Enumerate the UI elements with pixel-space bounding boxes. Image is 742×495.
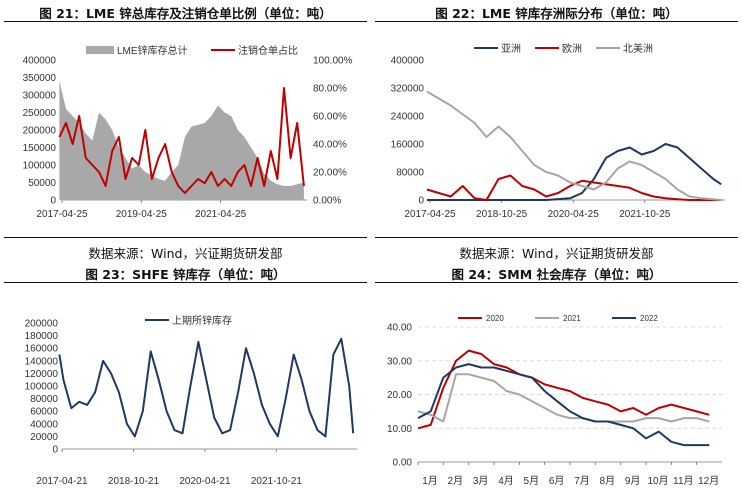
c22-y-tick-label: 240000 [391,112,425,123]
c21-legend-label-0: LME锌库存总计 [117,44,188,57]
source-rule-right [375,237,738,239]
c24-y-tick-label: 20.00 [387,390,412,401]
c22-x-tick-label: 2021-10-25 [619,209,671,220]
chart-23-title-rule [4,282,367,284]
source-rule-left [4,237,367,239]
c23-y-tick-label: 140000 [25,356,59,367]
c21-yleft-tick-label: 250000 [23,108,57,119]
c22-y-tick-label: 320000 [391,84,425,95]
c21-yleft-tick-label: 300000 [23,91,57,102]
c24-x-tick-label: 5月 [524,475,540,487]
c24-y-tick-label: 40.00 [387,323,412,334]
c23-legend-label-0: 上期所锌库存 [172,314,232,327]
c22-series-line-1 [426,174,722,201]
chart-22-title: 图 22：LME 锌库存洲际分布（单位：吨） [435,6,678,21]
c24-series-line-2021 [417,373,710,423]
source-right: 数据来源：Wind，兴证期货研发部 [459,246,654,261]
c21-yright-tick-label: 60.00% [313,112,347,123]
c24-y-tick-label: 30.00 [387,356,412,367]
c23-series-shfe-line [58,337,355,438]
c21-yleft-tick-label: 100000 [23,161,57,172]
chart-24-title-rule [375,282,738,284]
chart-22-title-rule [375,21,738,23]
c24-x-tick-label: 8月 [600,475,616,487]
c24-x-tick-label: 7月 [574,475,590,487]
c21-yleft-tick-label: 200000 [23,126,57,137]
c21-yright-tick-label: 80.00% [313,84,347,95]
c21-yleft-tick-label: 150000 [23,143,57,154]
c24-x-tick-label: 4月 [498,475,514,487]
c24-x-tick-label: 9月 [625,475,641,487]
c21-x-tick-label: 2021-04-25 [195,209,247,220]
c22-series-line-2 [426,90,722,201]
c21-yleft-tick-label: 50000 [28,178,56,189]
c24-x-tick-label: 1月 [422,475,438,487]
chart-21-title: 图 21：LME 锌总库存及注销仓单比例（单位：吨） [39,6,332,21]
c23-y-tick-label: 80000 [30,394,58,405]
c23-x-tick-label: 2017-04-21 [36,476,88,487]
c22-y-tick-label: 0 [418,196,424,207]
c23-y-tick-label: 60000 [30,407,58,418]
c21-legend-label-1: 注销仓单占比 [238,44,298,57]
c23-y-tick-label: 0 [52,445,58,456]
c21-yleft-tick-label: 400000 [23,56,57,67]
c24-legend-label-2: 2022 [640,314,658,323]
c21-yright-tick-label: 40.00% [313,140,347,151]
chart-23-title: 图 23：SHFE 锌库存（单位：吨） [85,267,286,282]
c24-legend-label-1: 2021 [563,314,581,323]
c24-series-line-2020 [417,349,710,430]
c23-y-tick-label: 180000 [25,331,59,342]
c23-y-tick-label: 40000 [30,419,58,430]
c21-x-tick-label: 2019-04-25 [116,209,168,220]
c21-yright-tick-label: 20.00% [313,168,347,179]
c24-y-tick-label: 0.00 [393,458,413,469]
c24-legend-label-0: 2020 [486,314,504,323]
c23-y-tick-label: 100000 [25,382,59,393]
c22-y-tick-label: 160000 [391,140,425,151]
c21-legend-swatch-0 [86,46,114,54]
c21-yleft-tick-label: 350000 [23,73,57,84]
c22-x-tick-label: 2018-10-25 [476,209,528,220]
c21-series-lme-total-area [59,81,304,200]
c24-y-tick-label: 10.00 [387,424,412,435]
c21-x-tick-label: 2017-04-25 [36,209,88,220]
c24-x-tick-label: 12月 [698,475,719,487]
c21-yleft-tick-label: 0 [50,196,56,207]
source-left: 数据来源：Wind，兴证期货研发部 [88,246,283,261]
c24-x-tick-label: 2月 [448,475,464,487]
chart-21-title-rule [4,21,367,23]
c22-y-tick-label: 400000 [391,56,425,67]
c22-legend-label-0: 亚洲 [501,43,521,55]
c23-y-tick-label: 120000 [25,369,59,380]
c24-series-line-2022 [417,363,710,447]
c23-y-tick-label: 160000 [25,344,59,355]
c23-x-tick-label: 2018-10-21 [108,476,160,487]
c22-x-tick-label: 2017-04-25 [404,209,456,220]
c22-legend-label-2: 北美洲 [623,42,653,55]
c21-series-cancelled-ratio-line [58,87,305,194]
c24-x-tick-label: 6月 [549,475,565,487]
c22-series-line-0 [426,143,722,201]
chart-24-title: 图 24：SMM 社会库存（单位：吨） [451,267,662,282]
c23-x-tick-label: 2020-04-21 [179,476,231,487]
c24-x-tick-label: 10月 [647,475,668,487]
c24-x-tick-label: 11月 [673,475,693,487]
c22-legend-label-1: 欧洲 [562,43,582,55]
c21-yright-tick-label: 0.00% [313,196,341,207]
c24-x-tick-label: 3月 [473,475,489,487]
c23-x-tick-label: 2021-10-21 [251,476,303,487]
c23-y-tick-label: 200000 [25,319,59,330]
c22-y-tick-label: 80000 [396,168,424,179]
c23-y-tick-label: 20000 [30,432,58,443]
c22-x-tick-label: 2020-04-25 [548,209,600,220]
c21-yright-tick-label: 100.00% [313,56,353,67]
